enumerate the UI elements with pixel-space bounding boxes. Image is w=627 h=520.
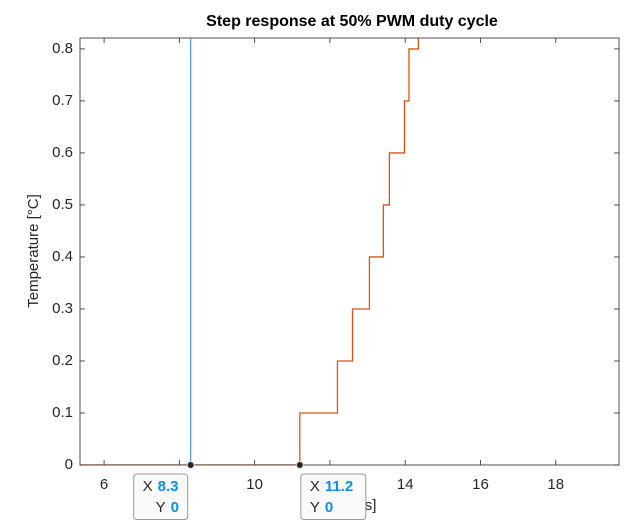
- y-tick-label: 0.5: [52, 196, 73, 213]
- y-tick-label: 0.6: [52, 144, 73, 161]
- x-tick-label: 6: [100, 476, 108, 493]
- y-tick-label: 0.3: [52, 300, 73, 317]
- y-tick-label: 0.2: [52, 352, 73, 369]
- datatip-y-value: 0: [325, 499, 333, 516]
- axes-box: [79, 37, 620, 466]
- datatip-x-label: X: [310, 478, 320, 495]
- y-tick-label: 0.8: [52, 40, 73, 57]
- datatips-layer: X 8.3Y 0X 11.2Y 0: [133, 461, 367, 520]
- y-tick-label: 0.1: [52, 404, 73, 421]
- series-line: [80, 38, 420, 465]
- plot-area: [80, 38, 619, 465]
- y-axis-label: Temperature [°C]: [25, 194, 42, 308]
- y-tick-label: 0.7: [52, 92, 73, 109]
- x-tick-label: 10: [246, 476, 263, 493]
- datatip-y-label: Y: [310, 499, 320, 516]
- x-tick-label: 16: [472, 476, 489, 493]
- y-tick-label: 0.4: [52, 248, 73, 265]
- lines-layer: [80, 38, 420, 465]
- datatip-x-label: X: [143, 478, 153, 495]
- x-tick-label: 18: [547, 476, 564, 493]
- datatip-y-value: 0: [171, 499, 179, 516]
- y-tick-label: 0: [65, 456, 73, 473]
- x-tick-label: 14: [397, 476, 414, 493]
- datatip-marker: [295, 461, 304, 469]
- datatip-marker: [186, 461, 195, 469]
- datatip-y-label: Y: [156, 499, 166, 516]
- datatip-x-value: 11.2: [325, 478, 353, 495]
- chart-title: Step response at 50% PWM duty cycle: [206, 13, 498, 30]
- datatip-x-value: 8.3: [158, 478, 179, 495]
